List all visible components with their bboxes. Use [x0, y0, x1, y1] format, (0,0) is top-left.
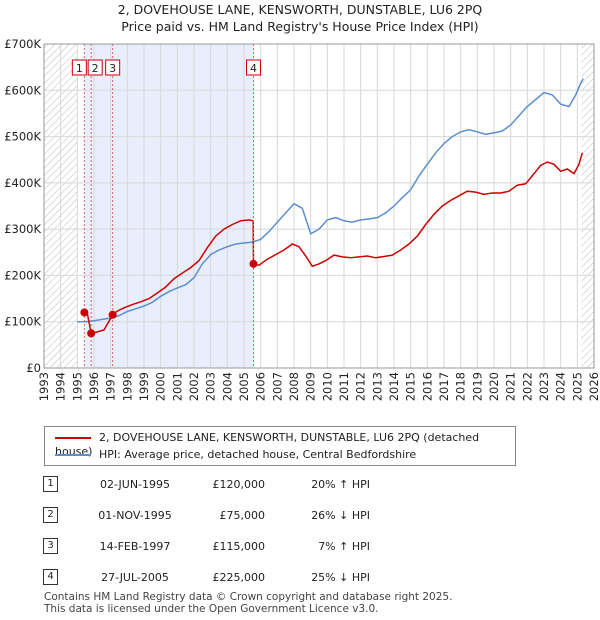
x-tick-label: 2015: [404, 372, 418, 401]
x-tick-label: 2005: [237, 372, 251, 401]
sale-price: £225,000: [212, 571, 266, 584]
x-tick-label: 1995: [70, 372, 84, 401]
sale-marker-box: [87, 59, 103, 76]
x-tick-label: 2025: [570, 372, 584, 401]
y-tick-label: £100K: [4, 315, 41, 329]
x-tick-label: 2017: [437, 372, 451, 401]
x-tick-label: 2021: [504, 372, 518, 401]
x-tick-label: 1998: [120, 372, 134, 401]
sale-marker-label: 4: [250, 62, 257, 75]
hpi-line: [77, 78, 584, 323]
x-tick-label: 2006: [254, 372, 268, 401]
x-tick-label: 2007: [270, 372, 284, 401]
x-tick-label: 1997: [104, 372, 118, 401]
x-tick-label: 2019: [470, 372, 484, 401]
sale-price: £120,000: [212, 478, 266, 491]
y-tick-label: £500K: [4, 130, 41, 144]
x-tick-label: 2024: [554, 372, 568, 401]
sale-hpi-diff: 7% ↑ HPI: [318, 540, 370, 553]
property-line: [84, 152, 584, 335]
footer-license: This data is licensed under the Open Gov…: [44, 603, 379, 615]
footer-copyright: Contains HM Land Registry data © Crown c…: [44, 591, 453, 603]
x-tick-label: 2003: [204, 372, 218, 401]
hatched-region: [581, 44, 594, 368]
x-tick-label: 2010: [320, 372, 334, 401]
sale-date: 14-FEB-1997: [99, 540, 171, 553]
sale-date: 27-JUL-2005: [101, 571, 169, 584]
x-tick-label: 1996: [87, 372, 101, 401]
sale-date: 02-JUN-1995: [99, 478, 171, 491]
x-tick-label: 2013: [370, 372, 384, 401]
sale-number: 3: [43, 538, 58, 554]
x-tick-label: 2018: [454, 372, 468, 401]
x-tick-label: 2002: [187, 372, 201, 401]
legend-item-hpi: HPI: Average price, detached house, Cent…: [55, 448, 416, 462]
y-tick-label: £300K: [4, 222, 41, 236]
legend-label-hpi: HPI: Average price, detached house, Cent…: [99, 448, 417, 461]
y-tick-label: £200K: [4, 268, 41, 282]
y-tick-label: £400K: [4, 176, 41, 190]
x-tick-label: 2008: [287, 372, 301, 401]
legend-swatch-hpi: [55, 454, 91, 456]
x-tick-label: 1994: [54, 372, 68, 401]
chart-title: 2, DOVEHOUSE LANE, KENSWORTH, DUNSTABLE,…: [117, 2, 483, 17]
x-tick-label: 2023: [537, 372, 551, 401]
x-tick-label: 1993: [37, 372, 51, 401]
sale-marker-label: 2: [92, 62, 99, 75]
sale-hpi-diff: 20% ↑ HPI: [311, 478, 370, 491]
legend-swatch-property: [55, 437, 91, 439]
sale-price: £75,000: [219, 509, 266, 522]
y-tick-label: £600K: [4, 83, 41, 97]
plot-border: [43, 43, 595, 369]
sale-number: 2: [43, 507, 58, 523]
y-tick-label: £0: [26, 361, 41, 375]
x-tick-label: 2000: [154, 372, 168, 401]
x-tick-label: 2026: [587, 372, 600, 401]
x-tick-label: 2009: [304, 372, 318, 401]
sale-marker-box: [246, 59, 261, 76]
sale-marker-box: [105, 59, 121, 76]
legend-item-property: 2, DOVEHOUSE LANE, KENSWORTH, DUNSTABLE,…: [55, 431, 515, 458]
chart-subtitle: Price paid vs. HM Land Registry's House …: [121, 19, 479, 34]
x-tick-label: 2004: [220, 372, 234, 401]
sale-point: [108, 310, 117, 319]
sale-marker-label: 1: [76, 62, 83, 75]
sale-point: [87, 329, 96, 338]
legend: 2, DOVEHOUSE LANE, KENSWORTH, DUNSTABLE,…: [44, 426, 516, 466]
sale-number: 4: [43, 569, 58, 585]
table-row: 1 02-JUN-1995 £120,000 20% ↑ HPI: [0, 474, 600, 496]
sale-marker-box: [71, 59, 87, 76]
sale-date: 01-NOV-1995: [98, 509, 172, 522]
x-tick-label: 2001: [170, 372, 184, 401]
sale-number: 1: [43, 476, 58, 492]
table-row: 4 27-JUL-2005 £225,000 25% ↓ HPI: [0, 567, 600, 589]
x-tick-label: 2020: [487, 372, 501, 401]
sale-hpi-diff: 26% ↓ HPI: [311, 509, 370, 522]
sale-price: £115,000: [212, 540, 266, 553]
sale-marker-label: 3: [109, 62, 116, 75]
x-tick-label: 2011: [337, 372, 351, 401]
x-tick-label: 2022: [520, 372, 534, 401]
y-tick-label: £700K: [4, 37, 41, 51]
table-row: 3 14-FEB-1997 £115,000 7% ↑ HPI: [0, 536, 600, 558]
x-tick-label: 2012: [354, 372, 368, 401]
x-tick-label: 1999: [137, 372, 151, 401]
x-tick-label: 2014: [387, 372, 401, 401]
table-row: 2 01-NOV-1995 £75,000 26% ↓ HPI: [0, 505, 600, 527]
sale-point: [249, 259, 258, 268]
sale-point: [80, 308, 89, 317]
x-tick-label: 2016: [420, 372, 434, 401]
sale-hpi-diff: 25% ↓ HPI: [311, 571, 370, 584]
